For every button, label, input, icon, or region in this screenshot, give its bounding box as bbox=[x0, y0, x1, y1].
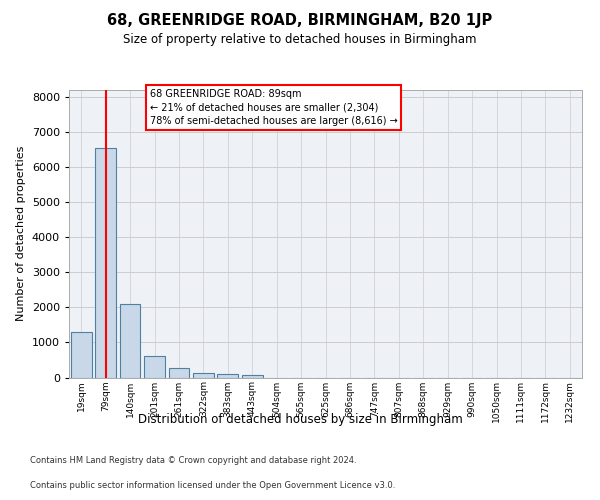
Text: Contains HM Land Registry data © Crown copyright and database right 2024.: Contains HM Land Registry data © Crown c… bbox=[30, 456, 356, 465]
Bar bbox=[144, 356, 165, 378]
Bar bbox=[193, 373, 214, 378]
Bar bbox=[169, 368, 190, 378]
Bar bbox=[217, 374, 238, 378]
Text: Contains public sector information licensed under the Open Government Licence v3: Contains public sector information licen… bbox=[30, 481, 395, 490]
Y-axis label: Number of detached properties: Number of detached properties bbox=[16, 146, 26, 322]
Text: Distribution of detached houses by size in Birmingham: Distribution of detached houses by size … bbox=[137, 412, 463, 426]
Bar bbox=[119, 304, 140, 378]
Bar bbox=[242, 376, 263, 378]
Bar bbox=[71, 332, 92, 378]
Text: 68 GREENRIDGE ROAD: 89sqm
← 21% of detached houses are smaller (2,304)
78% of se: 68 GREENRIDGE ROAD: 89sqm ← 21% of detac… bbox=[149, 90, 397, 126]
Text: 68, GREENRIDGE ROAD, BIRMINGHAM, B20 1JP: 68, GREENRIDGE ROAD, BIRMINGHAM, B20 1JP bbox=[107, 12, 493, 28]
Text: Size of property relative to detached houses in Birmingham: Size of property relative to detached ho… bbox=[123, 32, 477, 46]
Bar bbox=[95, 148, 116, 378]
